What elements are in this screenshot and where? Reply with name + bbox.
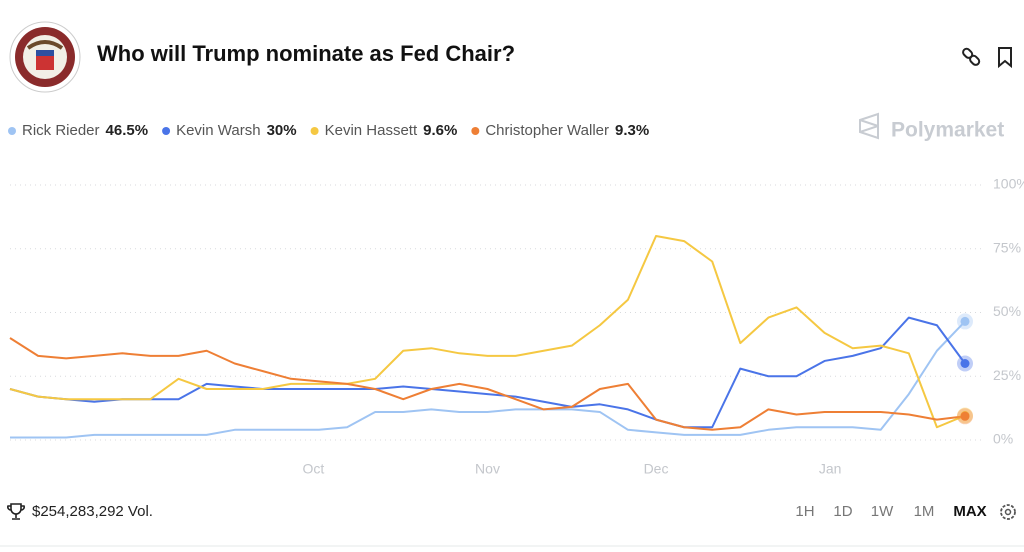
brand: Polymarket [859,112,1004,142]
volume: $254,283,292 Vol. [32,503,153,520]
legend-dot [310,127,319,135]
end-dot [960,359,970,368]
plot: 0% 25% 50% 75% 100% Oct Nov Dec Jan [9,176,1024,477]
y-tick-label: 25% [993,367,1021,383]
range-button[interactable]: 1W [871,503,894,520]
legend-value: 9.6% [423,122,457,139]
legend-dot [8,127,16,135]
series-line [9,316,966,429]
x-tick-label: Oct [302,461,324,477]
legend: Rick Rieder 46.5% Kevin Warsh 30% Kevin Hass… [8,122,649,139]
bookmark-icon[interactable] [998,47,1012,69]
range-buttons: 1H 1D 1W 1M MAX [795,503,986,520]
end-dot [960,411,970,421]
legend-value: 46.5% [106,122,149,139]
settings-icon[interactable] [1000,504,1016,520]
trophy-icon [7,503,25,520]
x-tick-label: Dec [644,461,669,477]
legend-name: Rick Rieder [22,122,100,139]
range-button[interactable]: 1H [795,503,814,520]
y-tick-label: 75% [993,239,1021,255]
logo [9,21,81,93]
range-button[interactable]: MAX [953,503,986,520]
end-dot [960,316,970,326]
brand-name: Polymarket [891,119,1004,142]
y-tick-label: 100% [993,176,1024,192]
series-line [9,337,966,431]
series-line [9,235,966,429]
series-line [10,320,966,439]
legend-name: Kevin Warsh [176,122,260,139]
y-tick-label: 0% [993,431,1013,447]
legend-name: Christopher Waller [485,122,609,139]
legend-dot [471,127,480,135]
legend-name: Kevin Hassett [325,122,418,139]
x-tick-label: Jan [819,461,842,477]
legend-value: 30% [267,122,297,139]
title: Who will Trump nominate as Fed Chair? [97,41,515,66]
legend-value: 9.3% [615,122,649,139]
range-button[interactable]: 1M [914,503,935,520]
y-tick-label: 50% [993,303,1021,319]
x-tick-label: Nov [475,461,500,477]
legend-dot [162,127,171,135]
range-button[interactable]: 1D [833,503,852,520]
link-icon[interactable] [962,47,981,66]
